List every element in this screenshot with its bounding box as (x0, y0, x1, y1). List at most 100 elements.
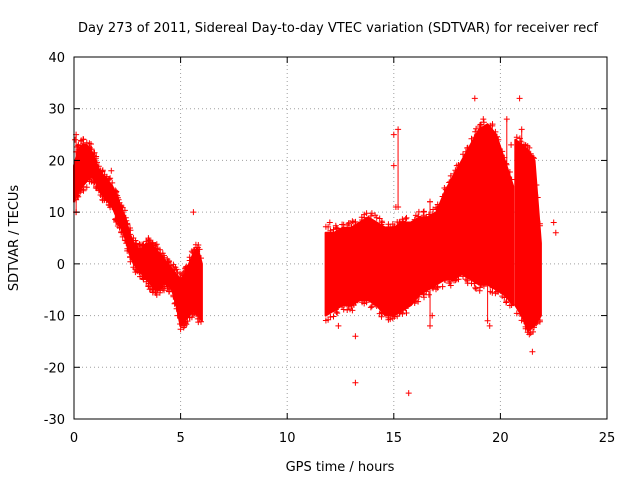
data-point (533, 182, 540, 188)
data-point (101, 195, 108, 202)
data-point-outlier (390, 162, 397, 169)
data-point-outlier (392, 204, 399, 210)
data-point (536, 317, 543, 324)
data-point (123, 240, 130, 247)
data-point-outlier (190, 209, 197, 216)
data-point (94, 159, 100, 166)
data-point (106, 176, 113, 183)
data-point (442, 277, 449, 284)
y-tick-label: 20 (48, 154, 65, 169)
data-point (503, 299, 510, 306)
data-band-3 (514, 138, 542, 333)
data-point (95, 187, 102, 194)
data-point (499, 293, 506, 300)
data-point (526, 331, 533, 338)
data-point-outlier (550, 219, 557, 226)
data-point (395, 126, 402, 133)
data-point (484, 317, 491, 324)
data-point (442, 186, 449, 193)
data-point (359, 299, 366, 306)
data-point (492, 128, 499, 135)
data-point (106, 202, 113, 209)
data-point-outlier (427, 198, 433, 205)
data-point (87, 174, 94, 181)
data-point-outlier (72, 136, 79, 143)
data-point (88, 146, 95, 153)
data-point (344, 307, 351, 313)
data-series-sdtvar (72, 95, 559, 397)
data-point (494, 133, 500, 140)
data-point (447, 178, 454, 185)
data-point (198, 255, 204, 262)
data-point (415, 293, 422, 300)
data-point (195, 319, 202, 326)
data-point (363, 210, 370, 217)
data-point-outlier (523, 302, 529, 309)
data-point (452, 167, 459, 174)
data-point (193, 311, 200, 318)
data-point (83, 139, 90, 146)
data-point (518, 126, 525, 133)
data-point (439, 283, 446, 290)
data-point (480, 283, 487, 290)
data-point (379, 219, 386, 226)
data-point-outlier (480, 116, 487, 123)
data-point (173, 266, 180, 273)
data-point (170, 293, 177, 300)
data-point (77, 189, 83, 196)
data-point (322, 317, 329, 324)
data-point (473, 125, 480, 132)
data-point (109, 179, 116, 186)
data-point (121, 207, 128, 214)
data-point (80, 186, 87, 193)
data-point-outlier (552, 229, 559, 236)
data-point (348, 224, 355, 230)
data-point (127, 258, 134, 265)
data-point (118, 228, 125, 235)
data-point (472, 128, 479, 135)
data-point (139, 242, 146, 249)
data-point (367, 304, 374, 311)
data-point-outlier (390, 131, 397, 138)
data-point (471, 280, 478, 287)
data-point (161, 254, 168, 261)
data-point-outlier (429, 312, 436, 319)
data-point (451, 277, 457, 284)
data-point (476, 124, 483, 130)
data-point (332, 306, 339, 313)
axis-ticks: 0 5 10 15 20 25 -30 -20 -10 0 10 20 30 40 (44, 51, 616, 446)
data-point (165, 257, 172, 264)
data-point (508, 302, 515, 308)
data-point (112, 187, 119, 194)
plot-frame (73, 56, 608, 420)
data-point (368, 210, 375, 217)
data-point (127, 227, 134, 234)
data-point (327, 314, 334, 320)
data-point (508, 176, 515, 183)
data-point (420, 291, 427, 298)
data-point (334, 310, 341, 317)
data-point (373, 214, 380, 221)
data-point (157, 250, 164, 257)
data-point (114, 194, 121, 201)
data-point (494, 288, 500, 295)
data-point (522, 325, 529, 332)
data-point (83, 184, 90, 191)
data-point (80, 136, 87, 143)
data-point (334, 225, 341, 232)
data-point-outlier (326, 219, 333, 226)
data-point (344, 222, 351, 228)
data-point (521, 318, 527, 325)
data-point-outlier (516, 95, 523, 102)
data-point (174, 312, 181, 319)
data-point (434, 284, 441, 291)
data-point-outlier (108, 167, 115, 174)
data-point (172, 299, 179, 306)
data-point (453, 276, 460, 283)
x-tick-label: 20 (492, 431, 509, 446)
data-point (93, 153, 100, 160)
y-tick-label: -10 (44, 310, 65, 325)
data-point (403, 214, 410, 221)
data-point (473, 285, 480, 292)
data-point (503, 116, 510, 123)
